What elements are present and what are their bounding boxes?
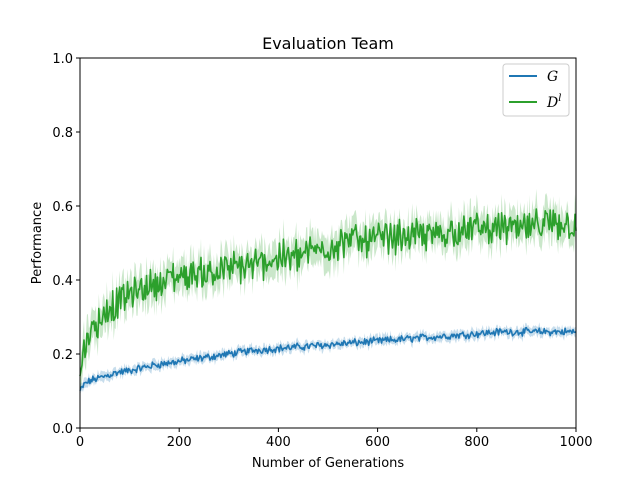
x-tick-label: 400 [266,435,291,450]
x-tick-label: 1000 [559,435,592,450]
y-tick-label: 0.6 [52,200,73,215]
legend-g-label: G [547,69,558,85]
x-axis-label: Number of Generations [252,456,405,471]
y-tick-label: 0.0 [52,422,73,437]
x-tick-label: 200 [167,435,192,450]
series-line-1 [79,208,577,377]
series-line-0 [79,326,577,391]
plot-area [79,188,577,396]
y-tick-label: 0.4 [52,274,73,289]
y-tick-label: 0.2 [52,348,73,363]
x-tick-label: 0 [76,435,84,450]
y-tick-label: 0.8 [52,126,73,141]
series-band-1 [80,188,576,388]
y-tick-label: 1.0 [52,52,73,67]
y-axis-label: Performance [30,202,45,284]
legend-d-label: Dl [546,93,561,111]
legend: G Dl [502,63,570,117]
x-tick-label: 800 [464,435,489,450]
chart-title: Evaluation Team [262,34,394,53]
axes-frame [79,57,577,429]
x-tick-label: 600 [365,435,390,450]
legend-d-label-sup: l [558,93,561,104]
y-axis: 0.0 0.2 0.4 0.6 0.8 1.0 [52,52,80,437]
legend-d-label-base: D [546,95,558,111]
x-axis: 0 200 400 600 800 1000 [76,428,593,450]
legend-box [502,63,570,117]
